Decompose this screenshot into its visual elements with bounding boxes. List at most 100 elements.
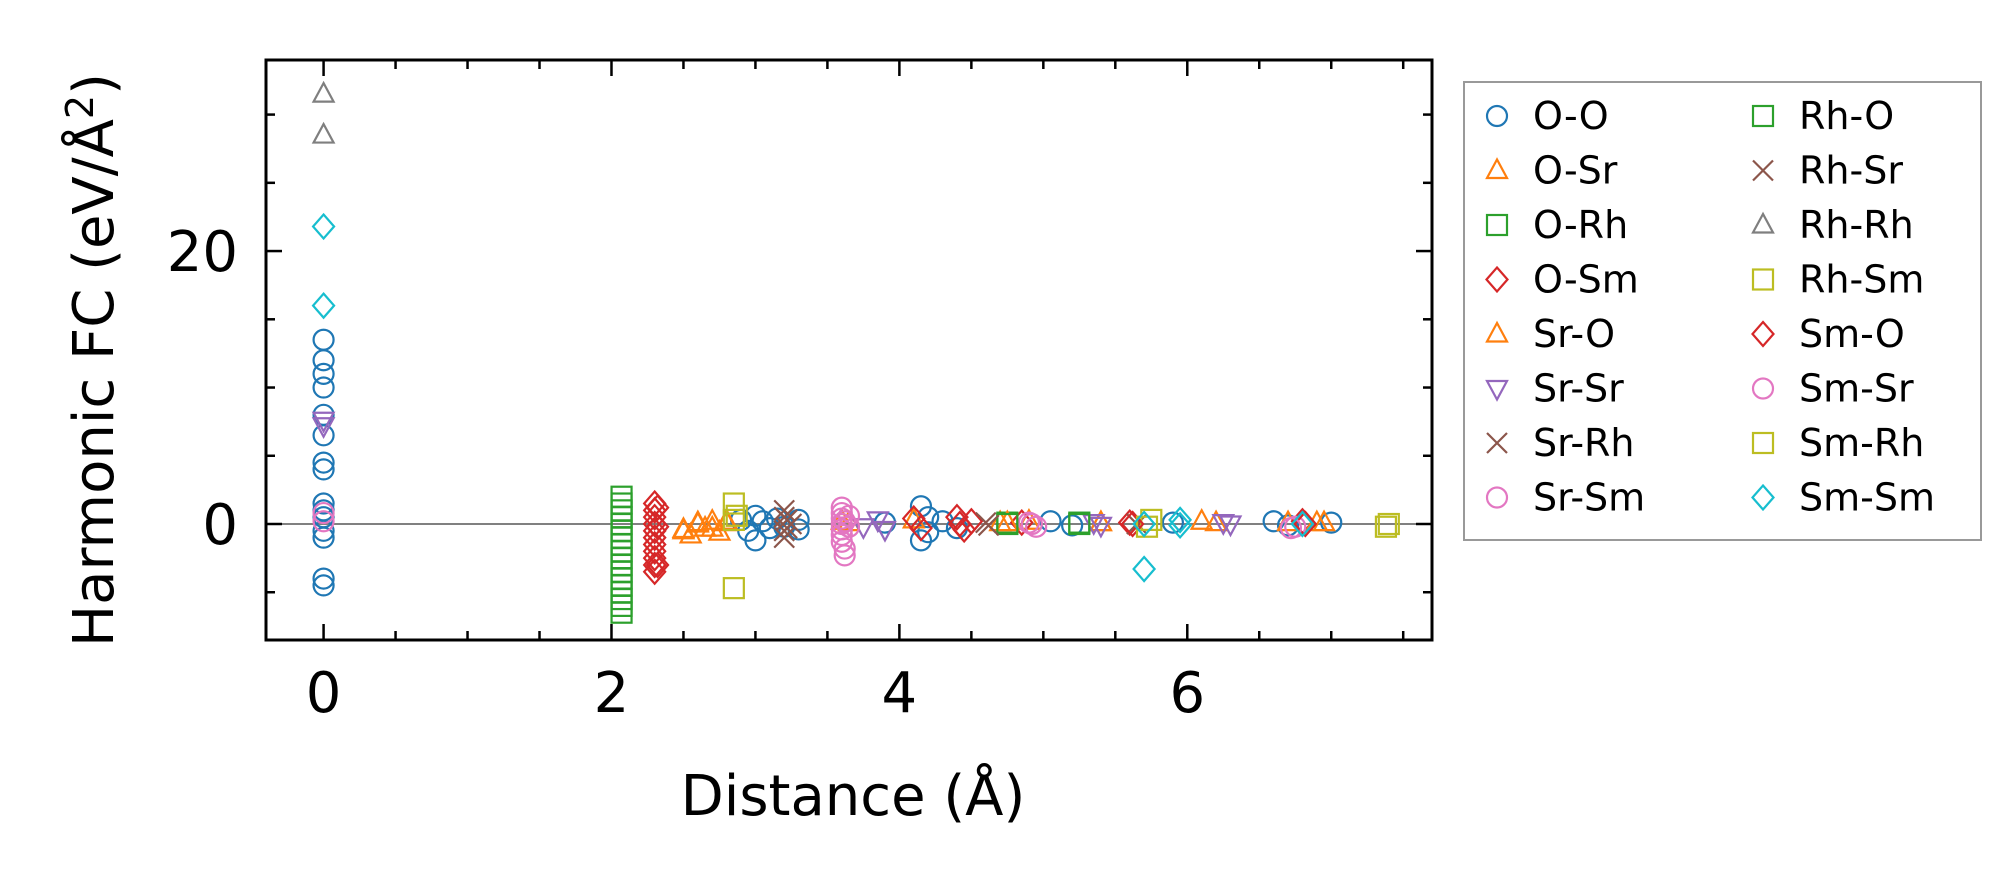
y-axis-label-prefix: Harmonic FC (eV/Å [61, 119, 127, 647]
y-axis-label-suffix: ) [62, 73, 127, 95]
y-tick-label: 20 [167, 220, 238, 285]
legend-marker [1751, 483, 1775, 512]
legend-marker [1485, 213, 1509, 237]
data-point [642, 551, 667, 579]
data-point [1132, 555, 1157, 583]
legend: O-O O-Sr O-Rh O-Sm Sr-O Sr-Sr Sr-Rh Sr-Sm Rh-O Rh… [1463, 81, 1982, 541]
legend-item: O-Rh [1485, 203, 1628, 247]
data-point [312, 376, 335, 399]
legend-label: Rh-O [1799, 94, 1894, 138]
legend-marker [1751, 104, 1775, 128]
data-point [311, 417, 336, 440]
legend-item: Sr-Sr [1485, 367, 1624, 411]
legend-item: Sm-Sm [1751, 476, 1935, 520]
data-point [945, 503, 969, 531]
data-point [700, 507, 725, 530]
data-point [837, 515, 861, 538]
x-tick-label: 2 [594, 661, 630, 726]
data-point [1089, 509, 1113, 532]
data-point [722, 577, 745, 600]
legend-label: Sr-O [1533, 312, 1615, 356]
legend-label: Sr-Sm [1533, 476, 1645, 520]
data-point [873, 520, 897, 543]
legend-marker [1485, 265, 1509, 294]
legend-item: Sr-Rh [1486, 421, 1635, 465]
data-point [1290, 510, 1315, 538]
legend-marker [1485, 379, 1509, 402]
data-point [312, 492, 335, 515]
data-point [642, 558, 667, 586]
data-point [837, 504, 861, 527]
legend-marker [1751, 431, 1775, 455]
data-point [1374, 515, 1398, 538]
x-axis-label: Distance (Å) [681, 763, 1026, 829]
legend-item: Rh-O [1751, 94, 1894, 138]
y-tick-label: 0 [202, 493, 238, 558]
legend-marker [1751, 268, 1775, 291]
legend-label: Sm-Sm [1799, 476, 1935, 520]
legend-item: Sr-O [1485, 312, 1615, 356]
data-point [312, 349, 335, 372]
data-point [1168, 511, 1193, 540]
data-point [312, 526, 335, 549]
legend-item: Rh-Rh [1751, 203, 1914, 247]
legend-marker [1751, 211, 1775, 234]
data-point [645, 513, 670, 541]
series-rh-rh [311, 80, 336, 144]
series-o-rh [610, 485, 1091, 624]
legend-label: Sm-Sr [1799, 367, 1914, 411]
legend-marker [1751, 377, 1775, 400]
data-point [1068, 512, 1091, 536]
data-point [312, 424, 335, 447]
series-rh-sr [776, 509, 1000, 539]
legend-item: Rh-Sr [1752, 149, 1903, 193]
data-point [909, 529, 933, 552]
plot-area [266, 80, 1432, 624]
data-point [312, 362, 335, 385]
legend-label: O-Sr [1533, 149, 1618, 193]
data-point [1168, 506, 1193, 534]
data-point [1211, 514, 1236, 536]
legend-marker [1752, 159, 1774, 182]
legend-item: O-Sr [1485, 149, 1618, 193]
legend-marker [1485, 104, 1509, 128]
legend-label: O-O [1533, 94, 1609, 138]
legend-marker [1485, 320, 1509, 343]
legend-label: Rh-Sm [1799, 258, 1924, 302]
data-point [311, 212, 336, 241]
data-point [312, 501, 335, 525]
data-point [311, 411, 336, 434]
data-point [751, 510, 774, 533]
legend-label: O-Sm [1533, 258, 1639, 302]
data-point [833, 537, 856, 560]
data-point [1377, 512, 1400, 536]
data-point [642, 503, 667, 531]
legend-marker [1485, 486, 1509, 509]
data-point [642, 544, 667, 572]
legend-label: Sm-Rh [1799, 421, 1924, 465]
data-point [312, 451, 335, 474]
data-point [947, 510, 972, 538]
data-point [1218, 515, 1243, 538]
data-point [833, 510, 856, 533]
data-point [909, 514, 933, 542]
data-point [714, 507, 739, 530]
data-point [312, 510, 335, 533]
data-point [1276, 514, 1300, 537]
series-sm-sm [311, 212, 1315, 583]
axes-frame [264, 58, 1434, 642]
data-point [722, 508, 745, 532]
data-point [1020, 512, 1043, 536]
data-point [776, 509, 798, 531]
legend-frame [1463, 81, 1982, 541]
data-point [917, 521, 940, 544]
legend-item: Sr-Sm [1485, 476, 1645, 520]
data-point [671, 516, 696, 539]
series-rh-sm [722, 492, 1400, 600]
data-point [1089, 516, 1113, 539]
data-point [722, 492, 745, 515]
legend-marker [1486, 432, 1508, 454]
data-point [645, 493, 670, 522]
data-point [1140, 508, 1163, 532]
